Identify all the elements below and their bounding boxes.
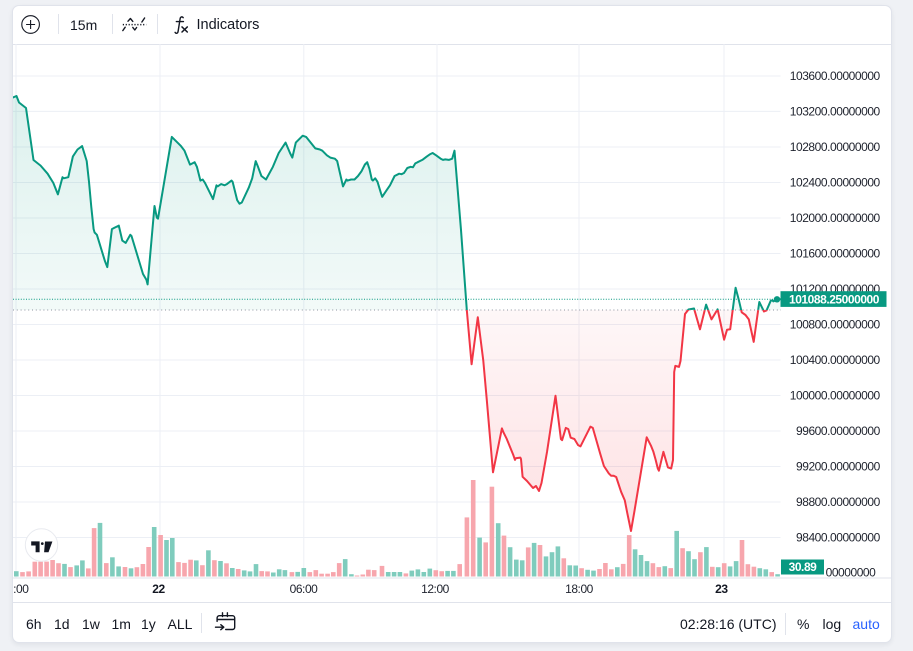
svg-text:98800.00000000: 98800.00000000 xyxy=(796,495,881,509)
svg-text:101088.25000000: 101088.25000000 xyxy=(789,293,880,307)
svg-text:98400.00000000: 98400.00000000 xyxy=(796,531,881,545)
svg-text:00000000: 00000000 xyxy=(826,566,877,580)
svg-text:100000.00000000: 100000.00000000 xyxy=(790,389,881,403)
svg-text:100800.00000000: 100800.00000000 xyxy=(790,318,881,332)
svg-text:23: 23 xyxy=(715,582,728,596)
svg-text:99600.00000000: 99600.00000000 xyxy=(796,424,881,438)
svg-text:103600.00000000: 103600.00000000 xyxy=(790,69,881,83)
svg-text:102400.00000000: 102400.00000000 xyxy=(790,176,881,190)
svg-text:18:00: 18:00 xyxy=(565,582,594,596)
svg-text:99200.00000000: 99200.00000000 xyxy=(796,460,881,474)
svg-text:102000.00000000: 102000.00000000 xyxy=(790,211,881,225)
svg-text:102800.00000000: 102800.00000000 xyxy=(790,140,881,154)
svg-text:103200.00000000: 103200.00000000 xyxy=(790,104,881,118)
svg-text:100400.00000000: 100400.00000000 xyxy=(790,353,881,367)
svg-text:30.89: 30.89 xyxy=(789,560,818,574)
svg-text:06:00: 06:00 xyxy=(290,582,319,596)
svg-text::00: :00 xyxy=(13,582,29,596)
svg-text:12:00: 12:00 xyxy=(421,582,450,596)
svg-text:22: 22 xyxy=(152,582,165,596)
svg-text:101600.00000000: 101600.00000000 xyxy=(790,247,881,261)
